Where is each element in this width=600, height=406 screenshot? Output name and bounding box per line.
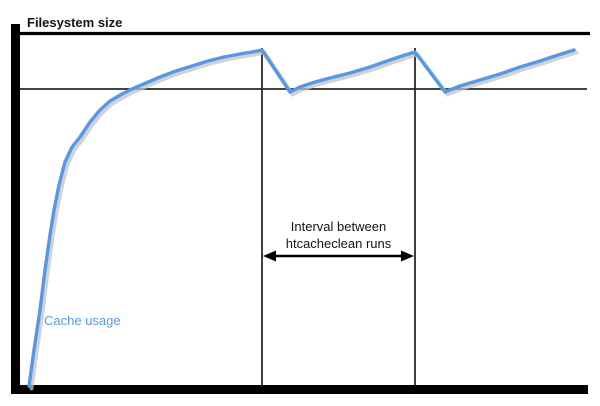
cache-usage-curve-shadow: [29, 50, 579, 391]
x-axis-bar: [11, 385, 588, 394]
interval-annotation-label: Interval between htcacheclean runs: [262, 218, 415, 252]
y-axis-bar: [11, 24, 20, 394]
cache-usage-curve: [27, 48, 576, 388]
filesystem-size-label: Filesystem size: [27, 15, 123, 30]
interval-arrow-left-head: [263, 250, 276, 262]
interval-arrow-right-head: [401, 250, 414, 262]
cache-usage-label: Cache usage: [44, 313, 121, 328]
interval-annotation-line2: htcacheclean runs: [285, 236, 392, 251]
interval-annotation-line1: Interval between: [290, 219, 387, 234]
